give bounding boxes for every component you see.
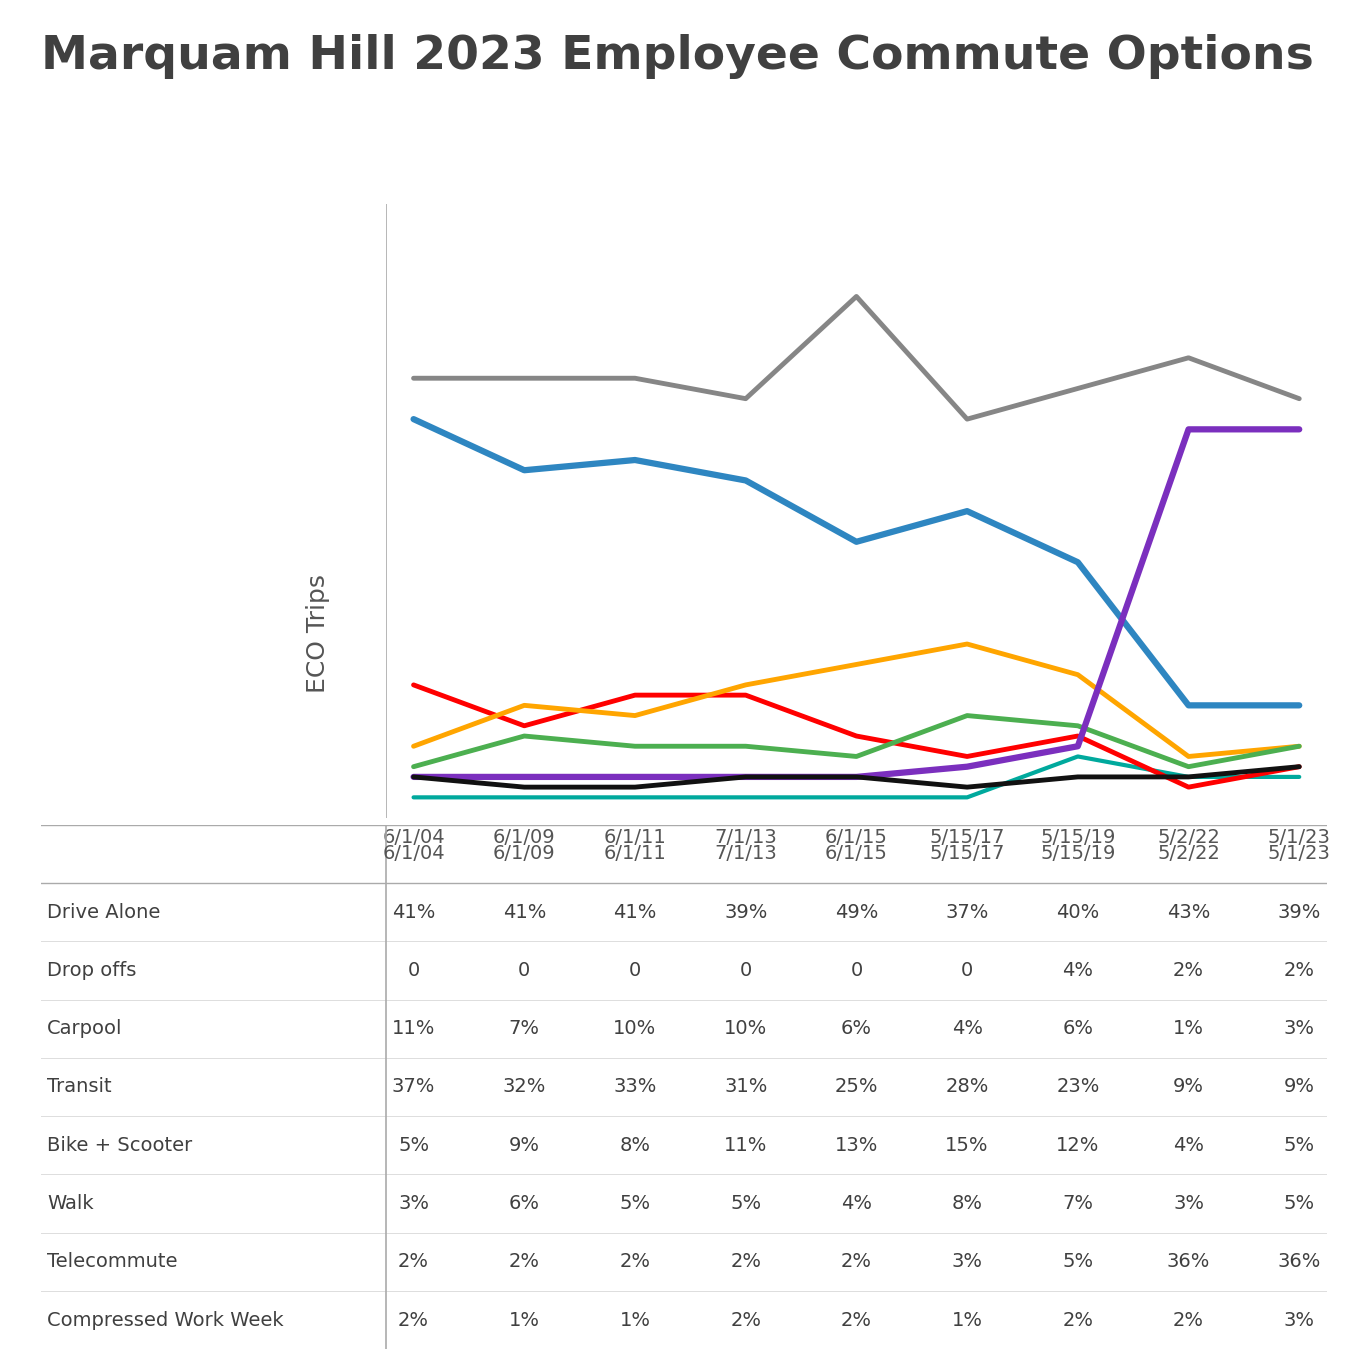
Text: 15%: 15% — [945, 1135, 988, 1154]
Text: 11%: 11% — [391, 1020, 435, 1039]
Text: 11%: 11% — [724, 1135, 768, 1154]
Text: 2%: 2% — [841, 1253, 872, 1272]
Text: 39%: 39% — [1278, 902, 1322, 921]
Text: 5%: 5% — [1284, 1194, 1315, 1213]
Text: 2%: 2% — [398, 1311, 429, 1330]
Text: Telecommute: Telecommute — [47, 1253, 177, 1272]
Text: 2%: 2% — [398, 1253, 429, 1272]
Text: 40%: 40% — [1056, 902, 1099, 921]
Text: 4%: 4% — [1063, 961, 1093, 980]
Text: 36%: 36% — [1167, 1253, 1210, 1272]
Text: 2%: 2% — [1173, 961, 1204, 980]
Text: 0: 0 — [850, 961, 862, 980]
Text: 3%: 3% — [1173, 1194, 1204, 1213]
Text: 41%: 41% — [391, 902, 435, 921]
Text: 6%: 6% — [509, 1194, 540, 1213]
Text: 23%: 23% — [1056, 1078, 1099, 1096]
Text: ECO Trips: ECO Trips — [306, 574, 330, 694]
Text: Marquam Hill 2023 Employee Commute Options: Marquam Hill 2023 Employee Commute Optio… — [41, 34, 1313, 79]
Text: Compressed Work Week: Compressed Work Week — [47, 1311, 284, 1330]
Text: 3%: 3% — [952, 1253, 983, 1272]
Text: Transit: Transit — [47, 1078, 111, 1096]
Text: 5%: 5% — [730, 1194, 761, 1213]
Text: 7/1/13: 7/1/13 — [715, 844, 777, 863]
Text: 2%: 2% — [841, 1311, 872, 1330]
Text: 1%: 1% — [509, 1311, 540, 1330]
Text: 5/1/23: 5/1/23 — [1267, 844, 1331, 863]
Text: 6/1/09: 6/1/09 — [493, 844, 555, 863]
Text: 5/15/17: 5/15/17 — [929, 844, 1005, 863]
Text: 1%: 1% — [952, 1311, 983, 1330]
Text: 2%: 2% — [730, 1253, 761, 1272]
Text: 41%: 41% — [613, 902, 657, 921]
Text: 6%: 6% — [1063, 1020, 1093, 1039]
Text: 3%: 3% — [1284, 1311, 1315, 1330]
Text: Carpool: Carpool — [47, 1020, 123, 1039]
Text: 7%: 7% — [1063, 1194, 1093, 1213]
Text: 3%: 3% — [1284, 1020, 1315, 1039]
Text: 7%: 7% — [509, 1020, 540, 1039]
Text: 0: 0 — [739, 961, 751, 980]
Text: 39%: 39% — [724, 902, 768, 921]
Text: 0: 0 — [628, 961, 640, 980]
Text: 33%: 33% — [613, 1078, 657, 1096]
Text: 4%: 4% — [1173, 1135, 1204, 1154]
Text: 2%: 2% — [1284, 961, 1315, 980]
Text: Walk: Walk — [47, 1194, 93, 1213]
Text: 3%: 3% — [398, 1194, 429, 1213]
Text: 0: 0 — [408, 961, 420, 980]
Text: 43%: 43% — [1167, 902, 1210, 921]
Text: 5/2/22: 5/2/22 — [1158, 844, 1220, 863]
Text: 5/15/19: 5/15/19 — [1040, 844, 1116, 863]
Text: 6/1/04: 6/1/04 — [382, 844, 445, 863]
Text: 1%: 1% — [620, 1311, 650, 1330]
Text: 37%: 37% — [391, 1078, 435, 1096]
Text: 5%: 5% — [1063, 1253, 1094, 1272]
Text: 2%: 2% — [730, 1311, 761, 1330]
Text: 41%: 41% — [502, 902, 546, 921]
Text: Drop offs: Drop offs — [47, 961, 137, 980]
Text: 12%: 12% — [1056, 1135, 1099, 1154]
Text: 6/1/15: 6/1/15 — [825, 844, 888, 863]
Text: 10%: 10% — [724, 1020, 768, 1039]
Text: 31%: 31% — [724, 1078, 768, 1096]
Text: 6/1/11: 6/1/11 — [604, 844, 666, 863]
Text: 49%: 49% — [834, 902, 879, 921]
Text: 2%: 2% — [620, 1253, 650, 1272]
Text: 36%: 36% — [1278, 1253, 1322, 1272]
Text: 1%: 1% — [1173, 1020, 1204, 1039]
Text: 25%: 25% — [834, 1078, 879, 1096]
Text: 4%: 4% — [952, 1020, 983, 1039]
Text: 6%: 6% — [841, 1020, 872, 1039]
Text: 8%: 8% — [620, 1135, 650, 1154]
Text: 5%: 5% — [619, 1194, 650, 1213]
Text: 2%: 2% — [509, 1253, 540, 1272]
Text: 10%: 10% — [613, 1020, 657, 1039]
Text: 5%: 5% — [398, 1135, 429, 1154]
Text: 9%: 9% — [1173, 1078, 1204, 1096]
Text: 37%: 37% — [945, 902, 988, 921]
Text: 5%: 5% — [1284, 1135, 1315, 1154]
Text: 0: 0 — [961, 961, 974, 980]
Text: 9%: 9% — [1284, 1078, 1315, 1096]
Text: 2%: 2% — [1063, 1311, 1093, 1330]
Text: 8%: 8% — [952, 1194, 983, 1213]
Text: 13%: 13% — [834, 1135, 879, 1154]
Text: 2%: 2% — [1173, 1311, 1204, 1330]
Text: 32%: 32% — [502, 1078, 546, 1096]
Text: Drive Alone: Drive Alone — [47, 902, 160, 921]
Text: 4%: 4% — [841, 1194, 872, 1213]
Text: 0: 0 — [519, 961, 531, 980]
Text: 28%: 28% — [945, 1078, 988, 1096]
Text: Bike + Scooter: Bike + Scooter — [47, 1135, 192, 1154]
Text: 9%: 9% — [509, 1135, 540, 1154]
